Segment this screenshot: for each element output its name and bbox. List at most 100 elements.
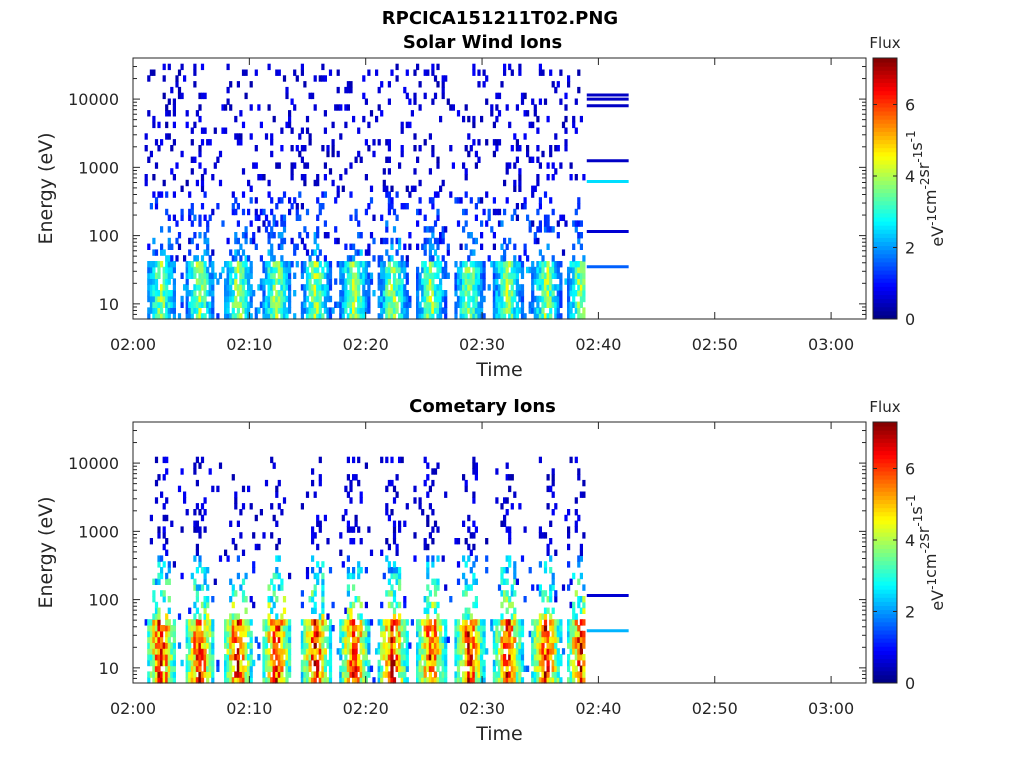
colorbar-segment xyxy=(873,164,897,169)
spectrogram-cell xyxy=(518,185,522,192)
spectrogram-cell xyxy=(572,648,576,655)
spectrogram-cell xyxy=(495,636,499,643)
spectrogram-cell xyxy=(572,659,576,667)
spectrogram-cell xyxy=(308,630,312,638)
spectrogram-cell xyxy=(259,509,263,516)
spectrogram-cell xyxy=(546,295,550,303)
spectrogram-cell xyxy=(398,659,402,667)
spectrogram-cell xyxy=(426,69,430,76)
spectrogram-cell xyxy=(172,307,176,314)
colorbar-segment xyxy=(873,229,897,234)
spectrogram-cell xyxy=(198,214,202,221)
spectrogram-cell xyxy=(439,654,443,661)
spectrogram-cell xyxy=(244,237,248,245)
spectrogram-cell xyxy=(467,607,471,614)
spectrogram-cell xyxy=(467,659,471,667)
spectrogram-cell xyxy=(162,642,166,649)
spectrogram-cell xyxy=(418,654,422,661)
spectrogram-cell xyxy=(413,98,417,105)
spectrogram-cell xyxy=(416,295,420,303)
spectrogram-cell xyxy=(510,648,514,655)
spectrogram-cell xyxy=(272,295,276,303)
spectrogram-cell xyxy=(154,249,159,256)
spectrogram-cell xyxy=(500,243,504,250)
spectrogram-cell xyxy=(431,654,435,661)
spectrogram-cell xyxy=(462,671,466,678)
spectrogram-cell xyxy=(579,630,583,638)
spectrogram-cell xyxy=(390,572,394,580)
colorbar-segment xyxy=(873,491,897,496)
spectrogram-cell xyxy=(546,596,550,603)
spectrogram-cell xyxy=(531,630,535,638)
spectrogram-cell xyxy=(531,301,535,308)
spectrogram-cell xyxy=(520,92,525,100)
spectrogram-cell xyxy=(392,619,397,626)
spectrogram-cell xyxy=(564,220,568,227)
spectrogram-cell xyxy=(472,313,476,320)
spectrogram-cell xyxy=(462,208,466,216)
spectrogram-cell xyxy=(206,307,210,314)
spectrogram-cell xyxy=(157,313,161,320)
spectrogram-cell xyxy=(152,295,156,303)
spectrogram-cell xyxy=(431,272,435,279)
spectrogram-cell xyxy=(380,237,384,245)
spectrogram-cell xyxy=(203,249,207,256)
spectrogram-cell xyxy=(247,284,251,291)
spectrogram-cell xyxy=(288,261,292,268)
spectrogram-cell xyxy=(531,266,535,274)
spectrogram-cell xyxy=(390,284,394,291)
spectrogram-cell xyxy=(282,75,287,82)
spectrogram-cell xyxy=(236,133,240,140)
spectrogram-cell xyxy=(564,278,568,285)
spectrogram-cell xyxy=(477,665,481,672)
spectrogram-cell xyxy=(487,284,491,291)
spectrogram-cell xyxy=(456,648,461,655)
spectrogram-cell xyxy=(157,636,161,643)
spectrogram-cell xyxy=(380,677,384,684)
spectrogram-cell xyxy=(252,232,256,239)
spectrogram-cell xyxy=(224,677,228,684)
spectrogram-cell xyxy=(241,671,246,678)
spectrogram-cell xyxy=(211,648,215,655)
spectrogram-cell xyxy=(536,307,540,314)
spectrogram-cell xyxy=(505,625,509,632)
spectrogram-cell xyxy=(185,307,189,314)
spectrogram-cell xyxy=(188,266,192,274)
spectrogram-cell xyxy=(390,69,394,76)
spectrogram-cell xyxy=(305,162,310,169)
spectrogram-cell xyxy=(305,642,310,649)
spectrogram-cell xyxy=(464,290,468,297)
spectrogram-cell xyxy=(188,654,192,661)
spectrogram-cell xyxy=(472,671,476,678)
spectrogram-cell xyxy=(277,503,281,510)
spectrogram-cell xyxy=(385,284,389,291)
spectrogram-cell xyxy=(321,659,325,667)
spectrogram-cell xyxy=(497,266,502,274)
spectrogram-cell xyxy=(203,526,207,533)
spectrogram-cell xyxy=(387,578,391,585)
spectrogram-cell xyxy=(321,630,325,638)
spectrogram-cell xyxy=(482,659,486,667)
spectrogram-cell xyxy=(464,578,468,585)
spectrogram-cell xyxy=(467,272,471,279)
spectrogram-cell xyxy=(229,659,233,667)
spectrogram-cell xyxy=(538,630,542,638)
spectrogram-cell xyxy=(198,526,202,533)
spectrogram-cell xyxy=(267,648,271,655)
spectrogram-cell xyxy=(444,665,448,672)
spectrogram-cell xyxy=(480,115,484,123)
spectrogram-cell xyxy=(206,139,210,146)
spectrogram-cell xyxy=(162,179,166,187)
spectrogram-cell xyxy=(270,642,274,649)
spectrogram-cell xyxy=(472,284,476,291)
spectrogram-cell xyxy=(426,561,430,568)
spectrogram-cell xyxy=(183,497,187,504)
spectrogram-cell xyxy=(372,290,376,297)
colorbar-segment xyxy=(873,66,897,71)
spectrogram-cell xyxy=(403,284,407,291)
spectrogram-cell xyxy=(275,278,279,285)
spectrogram-cell xyxy=(418,497,422,504)
spectrogram-cell xyxy=(513,278,517,285)
spectrogram-cell xyxy=(349,619,353,626)
spectrogram-cell xyxy=(408,295,412,303)
